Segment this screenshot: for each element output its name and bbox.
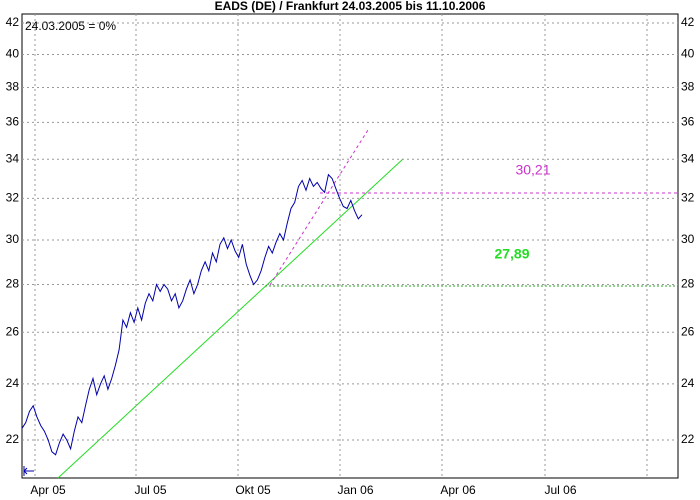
y-tick-label: 30 [681, 232, 695, 246]
y-tick-label: 38 [6, 80, 20, 94]
x-tick-label: Apr 05 [30, 483, 66, 497]
y-tick-label: 34 [681, 151, 695, 165]
y-tick-label: 30 [6, 232, 20, 246]
y-tick-label: 32 [6, 191, 20, 205]
y-tick-label: 40 [6, 47, 20, 61]
y-tick-label: 42 [681, 15, 695, 29]
y-tick-label: 36 [681, 115, 695, 129]
y-tick-label: 38 [681, 80, 695, 94]
subtitle: 24.03.2005 = 0% [25, 19, 116, 33]
plot-area [21, 13, 679, 479]
x-tick-label: Apr 06 [440, 483, 476, 497]
y-tick-label: 28 [6, 277, 20, 291]
y-tick-label: 28 [681, 277, 695, 291]
trend-line [269, 129, 369, 286]
annotation: 27,89 [494, 246, 529, 262]
x-tick-label: Jul 05 [134, 483, 166, 497]
y-tick-label: 42 [6, 15, 20, 29]
x-tick-label: Jan 06 [337, 483, 373, 497]
start-marker [23, 466, 34, 476]
price-line [21, 173, 363, 456]
y-tick-label: 26 [6, 324, 20, 338]
trend-line [57, 158, 404, 479]
x-tick-label: Okt 05 [235, 483, 271, 497]
chart-title: EADS (DE) / Frankfurt 24.03.2005 bis 11.… [215, 0, 486, 13]
y-tick-label: 24 [681, 376, 695, 390]
y-tick-label: 24 [6, 376, 20, 390]
x-tick-label: Jul 06 [544, 483, 576, 497]
y-tick-label: 34 [6, 151, 20, 165]
y-tick-label: 22 [681, 432, 695, 446]
y-tick-label: 40 [681, 47, 695, 61]
y-tick-label: 22 [6, 432, 20, 446]
annotation: 30,21 [515, 162, 550, 178]
y-tick-label: 36 [6, 115, 20, 129]
y-tick-label: 26 [681, 324, 695, 338]
y-tick-label: 32 [681, 191, 695, 205]
